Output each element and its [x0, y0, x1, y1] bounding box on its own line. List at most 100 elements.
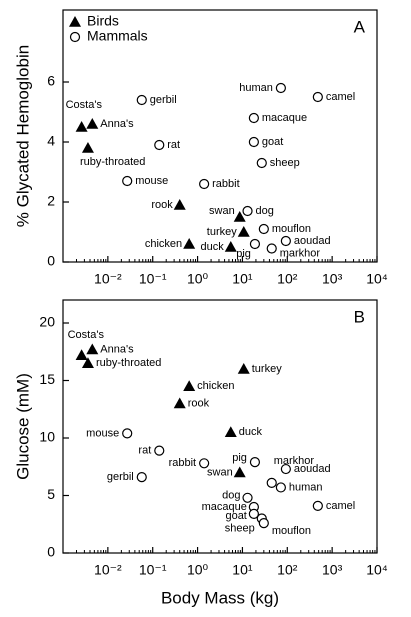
- point: [136, 472, 147, 483]
- point-label: sheep: [270, 157, 300, 169]
- point: [122, 428, 133, 439]
- point-label: rook: [188, 397, 210, 409]
- point: [224, 241, 237, 252]
- y-axis-label: % Glycated Hemoglobin: [13, 45, 32, 227]
- point: [248, 112, 259, 124]
- point: [173, 199, 186, 210]
- point-label: goat: [262, 136, 283, 148]
- point-label: rook: [151, 199, 173, 211]
- point: [280, 463, 291, 475]
- y-tick-label: 20: [39, 314, 55, 330]
- point-label: dog: [256, 205, 274, 217]
- x-tick-label: 10⁻²: [94, 562, 122, 578]
- point-label: mouflon: [272, 223, 311, 235]
- point-label: Anna's: [100, 118, 134, 130]
- point: [248, 136, 259, 148]
- point: [81, 142, 94, 153]
- point-label: rabbit: [212, 178, 240, 190]
- point-label: chicken: [197, 380, 234, 392]
- legend-label: Birds: [87, 13, 119, 29]
- x-tick-label: 10⁴: [366, 562, 388, 578]
- point-label: macaque: [202, 501, 247, 513]
- point-label: turkey: [252, 363, 282, 375]
- y-axis-label: Glucose (mM): [13, 373, 32, 480]
- point-label: dog: [222, 490, 240, 502]
- point-label: chicken: [145, 238, 182, 250]
- point-label: mouse: [135, 175, 168, 187]
- point-label: ruby-throated: [96, 357, 161, 369]
- point-label: gerbil: [107, 471, 134, 483]
- y-tick-label: 2: [47, 193, 55, 209]
- x-axis-label: Body Mass (kg): [161, 588, 279, 607]
- x-tick-label: 10⁻¹: [139, 562, 167, 578]
- point-label: human: [239, 82, 273, 94]
- point-label: pig: [232, 452, 247, 464]
- point-label: camel: [326, 500, 355, 512]
- point: [256, 157, 267, 169]
- point: [233, 466, 246, 478]
- x-tick-label: 10¹: [232, 562, 253, 578]
- point: [75, 349, 88, 360]
- point-label: rat: [167, 139, 180, 151]
- point: [312, 500, 323, 511]
- y-tick-label: 0: [47, 544, 55, 560]
- y-tick-label: 15: [39, 371, 55, 387]
- point: [233, 211, 246, 222]
- point: [183, 380, 196, 392]
- point: [266, 243, 277, 254]
- point: [86, 343, 99, 355]
- point: [258, 517, 269, 529]
- point: [199, 178, 210, 190]
- point: [258, 223, 269, 235]
- point: [237, 226, 250, 237]
- point-label: swan: [209, 205, 235, 217]
- point: [275, 482, 286, 493]
- point: [242, 492, 253, 503]
- point-label: camel: [326, 91, 355, 103]
- point-label: aoudad: [294, 235, 331, 247]
- legend-label: Mammals: [87, 28, 148, 44]
- point-label: gerbil: [150, 94, 177, 106]
- x-tick-label: 10²: [277, 271, 298, 287]
- point: [275, 82, 286, 94]
- point: [249, 238, 261, 250]
- x-tick-label: 10²: [277, 562, 298, 578]
- point-label: duck: [239, 426, 263, 438]
- point-label: rat: [138, 445, 151, 457]
- point-label: aoudad: [294, 463, 331, 475]
- plot-frame: [62, 299, 378, 554]
- point-label: swan: [207, 466, 233, 478]
- point-label: turkey: [207, 226, 237, 238]
- legend-marker: [69, 31, 81, 43]
- point: [199, 458, 210, 469]
- x-tick-label: 10³: [322, 271, 343, 287]
- point-label: ruby-throated: [80, 156, 145, 168]
- point: [224, 426, 237, 438]
- y-tick-label: 4: [47, 133, 55, 149]
- point-label: Costa's: [66, 99, 103, 111]
- point-label: mouse: [86, 427, 119, 439]
- y-tick-label: 6: [47, 73, 55, 89]
- point-label: markhor: [280, 247, 321, 259]
- point-label: Costa's: [68, 329, 105, 341]
- point-label: macaque: [262, 112, 307, 124]
- x-tick-label: 10⁴: [366, 271, 388, 287]
- point-label: pig: [236, 248, 251, 260]
- x-tick-label: 10⁰: [187, 562, 209, 578]
- point: [136, 94, 147, 106]
- point-label: duck: [201, 241, 225, 253]
- point: [173, 397, 186, 409]
- point: [81, 357, 94, 369]
- x-tick-label: 10⁰: [187, 271, 209, 287]
- point: [248, 508, 259, 520]
- panel-label: B: [354, 307, 365, 326]
- point: [266, 477, 277, 488]
- x-tick-label: 10³: [322, 562, 343, 578]
- point: [312, 91, 323, 103]
- point: [237, 363, 250, 374]
- point-label: human: [289, 481, 323, 493]
- point-label: rabbit: [169, 457, 197, 469]
- panel-label: A: [354, 17, 366, 36]
- point: [280, 235, 291, 247]
